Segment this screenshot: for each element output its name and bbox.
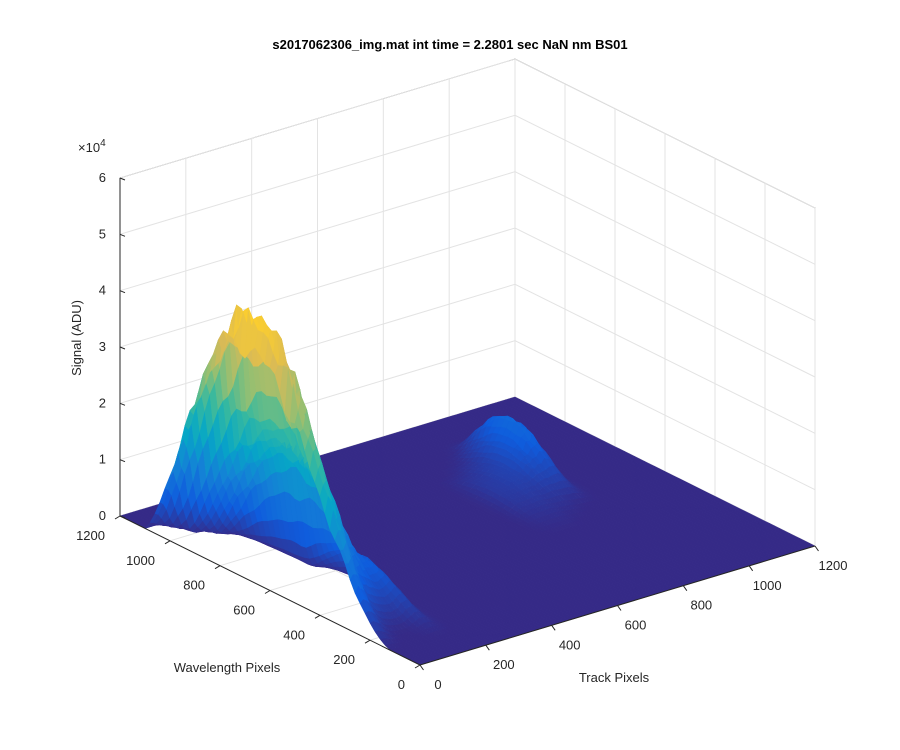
grid-line-z	[119, 58, 816, 209]
grid-line-z	[119, 227, 816, 378]
grid-line-z	[119, 171, 816, 322]
signal-surface	[119, 304, 816, 666]
grid-line-z	[119, 114, 816, 265]
